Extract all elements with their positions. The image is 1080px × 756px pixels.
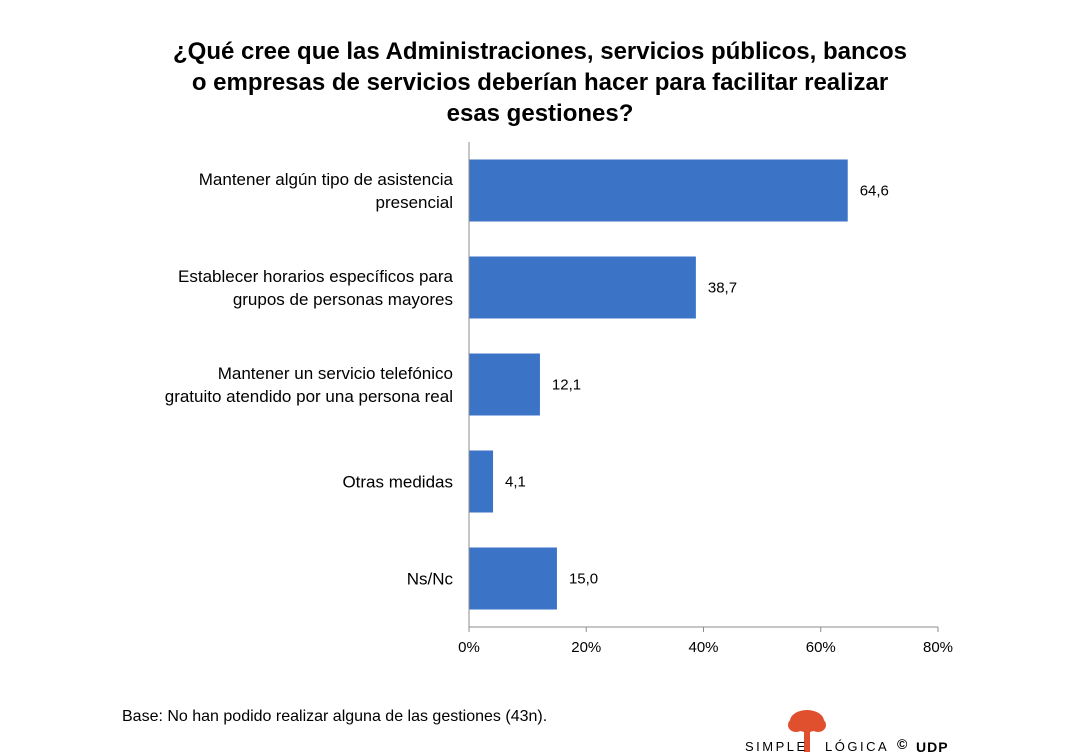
brand-udp: UDP xyxy=(916,739,949,755)
brand-logo: SIMPLE LÓGICA © UDP xyxy=(745,708,975,755)
x-tick-label-1: 20% xyxy=(571,639,601,656)
brand-word-simple: SIMPLE xyxy=(745,739,808,754)
x-tick-label-4: 80% xyxy=(923,639,953,656)
copyright-symbol: © xyxy=(897,736,908,752)
value-label-2: 12,1 xyxy=(552,377,581,394)
value-label-3: 4,1 xyxy=(505,474,526,491)
title-line-2: o empresas de servicios deberían hacer p… xyxy=(191,69,889,96)
bar-4 xyxy=(469,547,557,610)
chart-title: ¿Qué cree que las Administraciones, serv… xyxy=(60,36,1020,129)
base-footnote: Base: No han podido realizar alguna de l… xyxy=(122,708,548,725)
value-label-0: 64,6 xyxy=(860,183,889,200)
bar-3 xyxy=(469,450,494,513)
x-tick-label-2: 40% xyxy=(688,639,718,656)
bar-1 xyxy=(469,256,696,319)
brand-word-logica: LÓGICA xyxy=(825,739,890,754)
category-label-0: Mantener algún tipo de asistencia presenc… xyxy=(199,170,454,212)
x-tick-label-0: 0% xyxy=(458,639,480,656)
tree-logo-icon xyxy=(788,710,826,752)
category-label-2: Mantener un servicio telefónico gratuito … xyxy=(165,364,453,406)
category-label-4: Ns/Nc xyxy=(407,570,454,589)
bar-0 xyxy=(469,159,848,222)
title-line-3: esas gestiones? xyxy=(446,100,634,127)
bar-chart: 64,6 Mantener algún tipo de asistencia pre… xyxy=(165,142,953,656)
value-label-1: 38,7 xyxy=(708,280,737,297)
bar-2 xyxy=(469,353,540,416)
category-label-3: Otras medidas xyxy=(342,473,453,492)
x-tick-label-3: 60% xyxy=(806,639,836,656)
category-label-1: Establecer horarios específicos para grup… xyxy=(178,267,454,309)
value-label-4: 15,0 xyxy=(569,571,598,588)
title-line-1: ¿Qué cree que las Administraciones, serv… xyxy=(172,38,908,65)
